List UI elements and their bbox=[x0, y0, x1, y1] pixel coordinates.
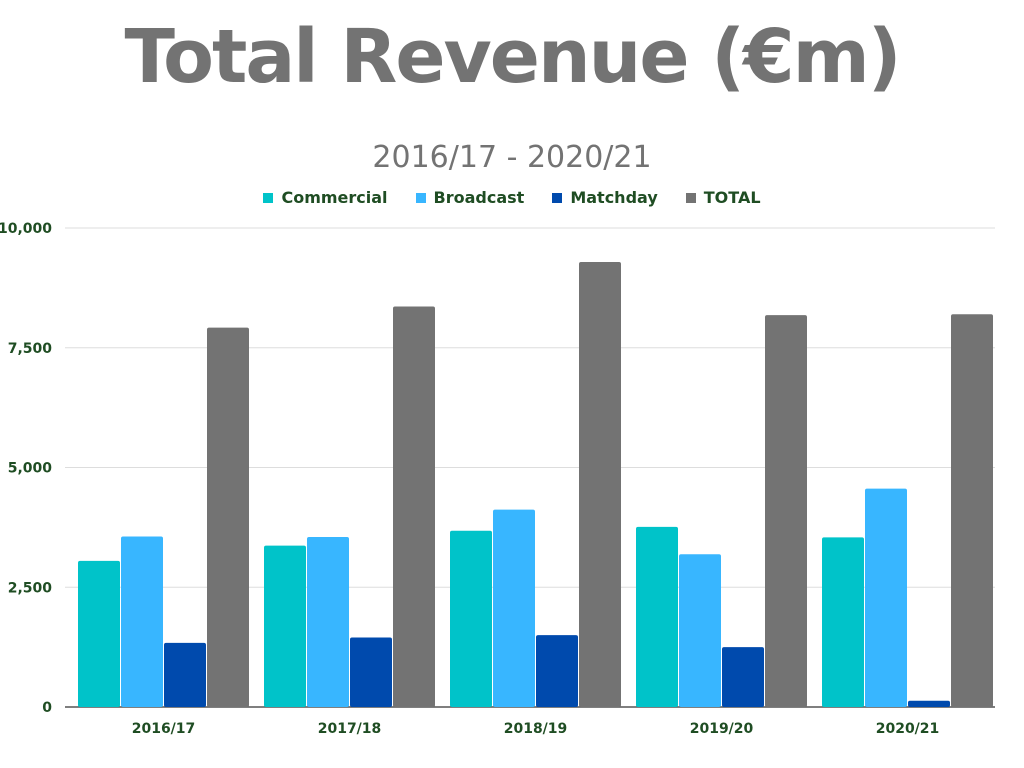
chart-title: Total Revenue (€m) bbox=[124, 14, 901, 100]
bar-matchday-0 bbox=[164, 642, 206, 707]
legend-item-broadcast: Broadcast bbox=[415, 188, 525, 207]
bar-broadcast-0 bbox=[121, 536, 163, 707]
legend: Commercial Broadcast Matchday TOTAL bbox=[0, 188, 1024, 207]
bar-matchday-3 bbox=[722, 647, 764, 707]
y-tick-label: 7,500 bbox=[8, 341, 53, 357]
bar-matchday-1 bbox=[350, 637, 392, 707]
legend-item-matchday: Matchday bbox=[552, 188, 658, 207]
x-tick-label: 2017/18 bbox=[318, 721, 382, 737]
x-tick-label: 2020/21 bbox=[876, 721, 940, 737]
bar-commercial-2 bbox=[450, 530, 492, 707]
legend-label-total: TOTAL bbox=[703, 188, 761, 207]
bar-broadcast-3 bbox=[679, 554, 721, 707]
x-tick-label: 2018/19 bbox=[504, 721, 568, 737]
bar-broadcast-1 bbox=[307, 536, 349, 707]
bar-commercial-4 bbox=[822, 537, 864, 707]
bar-broadcast-4 bbox=[865, 488, 907, 707]
bar-commercial-3 bbox=[636, 526, 678, 707]
bar-broadcast-2 bbox=[493, 509, 535, 707]
bar-commercial-1 bbox=[264, 545, 306, 707]
chart-subtitle: 2016/17 - 2020/21 bbox=[372, 140, 652, 175]
legend-swatch-broadcast bbox=[415, 192, 426, 203]
bar-commercial-0 bbox=[78, 560, 120, 707]
x-tick-label: 2019/20 bbox=[690, 721, 754, 737]
bar-matchday-4 bbox=[908, 700, 950, 707]
bar-total-3 bbox=[765, 315, 807, 707]
bar-total-0 bbox=[207, 327, 249, 707]
legend-label-broadcast: Broadcast bbox=[433, 188, 525, 207]
bar-total-1 bbox=[393, 306, 435, 707]
y-tick-label: 10,000 bbox=[0, 221, 52, 237]
y-tick-label: 5,000 bbox=[8, 461, 53, 477]
y-tick-label: 2,500 bbox=[8, 580, 53, 596]
bar-total-4 bbox=[951, 314, 993, 707]
legend-label-matchday: Matchday bbox=[570, 188, 658, 207]
bar-total-2 bbox=[579, 262, 621, 707]
x-tick-label: 2016/17 bbox=[132, 721, 196, 737]
legend-item-commercial: Commercial bbox=[263, 188, 388, 207]
bar-matchday-2 bbox=[536, 635, 578, 707]
legend-swatch-commercial bbox=[263, 192, 274, 203]
legend-swatch-total bbox=[685, 192, 696, 203]
y-tick-label: 0 bbox=[42, 700, 52, 716]
legend-swatch-matchday bbox=[552, 192, 563, 203]
legend-item-total: TOTAL bbox=[685, 188, 761, 207]
legend-label-commercial: Commercial bbox=[281, 188, 388, 207]
